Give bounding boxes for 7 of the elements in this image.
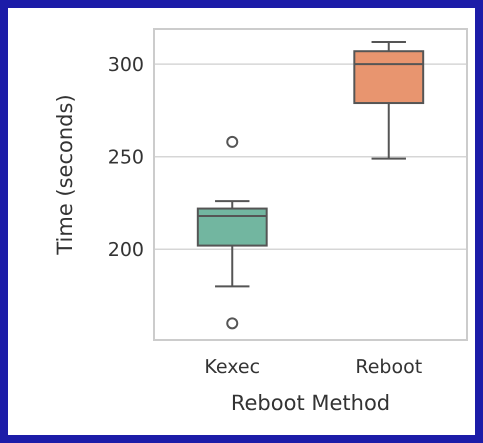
y-tick-label: 250 <box>108 146 144 168</box>
x-tick-label: Reboot <box>355 356 422 378</box>
y-tick-label: 300 <box>108 54 144 76</box>
y-axis-title: Time (seconds) <box>53 94 77 256</box>
x-axis-title: Reboot Method <box>230 391 390 415</box>
y-tick-label: 200 <box>108 238 144 261</box>
x-tick-label: Kexec <box>204 356 260 378</box>
